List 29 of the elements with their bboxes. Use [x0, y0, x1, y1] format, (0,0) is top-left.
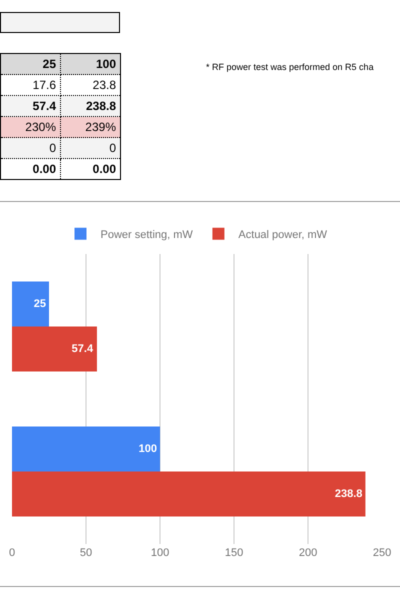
- data-label: 25: [34, 298, 46, 310]
- bar: [12, 472, 366, 516]
- legend-label: Actual power, mW: [238, 228, 328, 241]
- x-tick-label: 50: [80, 547, 92, 559]
- x-tick-label: 250: [372, 547, 392, 559]
- text: 0: [109, 141, 116, 155]
- bar: [12, 426, 160, 472]
- text: 100: [96, 57, 116, 71]
- text: 17.6: [32, 78, 56, 92]
- text: * RF power test was performed on R5 cha: [206, 62, 374, 72]
- bar: [12, 282, 49, 326]
- text: 230%: [25, 120, 56, 134]
- text: 0.00: [32, 162, 56, 176]
- text: 238.8: [86, 99, 116, 113]
- data-label: 100: [138, 443, 157, 456]
- legend-label: Power setting, mW: [100, 228, 194, 241]
- x-tick-label: 150: [224, 547, 244, 559]
- x-tick-label: 100: [150, 547, 170, 559]
- text: 0.00: [92, 162, 116, 176]
- x-tick-label: 0: [8, 547, 16, 559]
- data-label: 238.8: [334, 488, 362, 500]
- text: 23.8: [92, 78, 116, 92]
- bar: [12, 326, 97, 372]
- x-tick-label: 200: [298, 547, 318, 559]
- text: 57.4: [32, 99, 56, 113]
- data-label: 57.4: [72, 342, 94, 355]
- text: 25: [42, 57, 56, 71]
- text: 0: [49, 141, 56, 155]
- text: 239%: [85, 120, 116, 134]
